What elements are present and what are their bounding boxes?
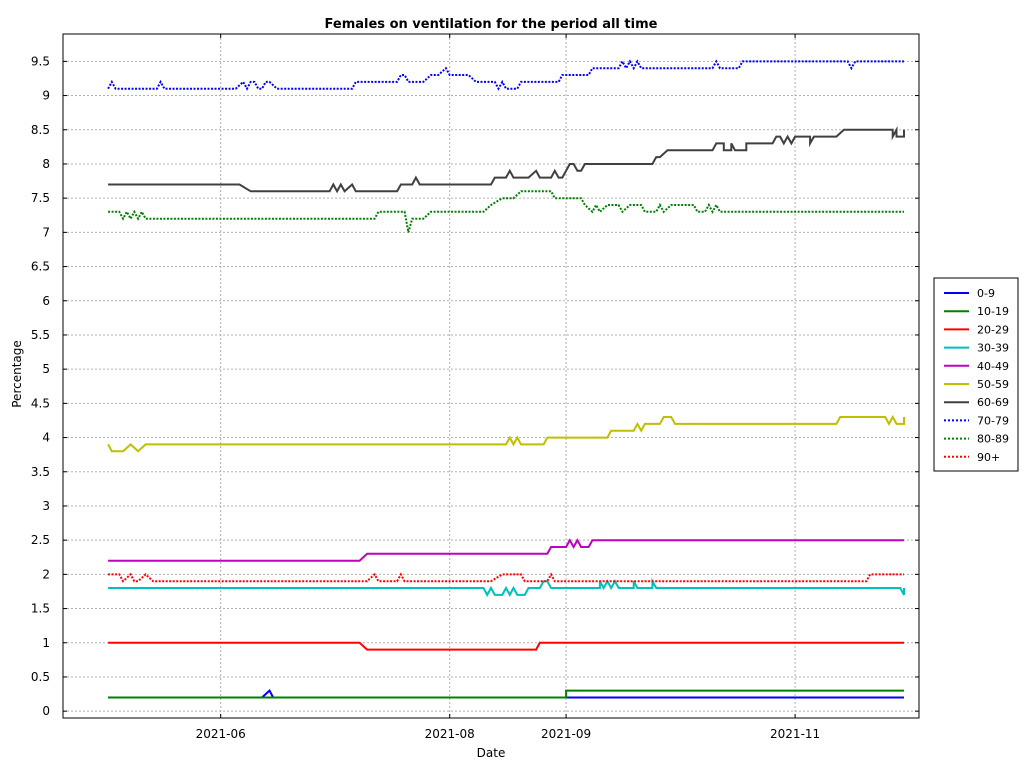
series-line-30-39 (108, 577, 905, 597)
y-tick-label: 0.5 (31, 670, 50, 684)
y-tick-label: 5 (42, 362, 50, 376)
y-tick-label: 0 (42, 704, 50, 718)
series-line-10-19 (108, 689, 904, 699)
x-tick-label: 2021-06 (196, 727, 246, 741)
y-tick-label: 5.5 (31, 328, 50, 342)
x-axis-title: Date (477, 746, 506, 760)
y-tick-label: 1 (42, 636, 50, 650)
series-line-50-59 (107, 414, 905, 453)
y-tick-label: 4 (42, 431, 50, 445)
y-tick-label: 6 (42, 294, 50, 308)
grid (63, 34, 919, 718)
series-line-80-89 (108, 190, 904, 233)
x-tick-label: 2021-09 (541, 727, 591, 741)
x-tick-label: 2021-08 (425, 727, 475, 741)
legend-label: 40-49 (977, 360, 1009, 373)
chart-title: Females on ventilation for the period al… (325, 17, 658, 32)
y-tick-label: 9.5 (31, 54, 50, 68)
x-tick-label: 2021-11 (770, 727, 820, 741)
y-tick-label: 3 (42, 499, 50, 513)
series-line-20-29 (108, 641, 904, 651)
y-tick-label: 4.5 (31, 396, 50, 410)
y-tick-label: 7 (42, 225, 50, 239)
legend-label: 80-89 (977, 433, 1009, 446)
legend-label: 60-69 (977, 396, 1009, 409)
legend-label: 70-79 (977, 414, 1009, 427)
y-tick-label: 6.5 (31, 260, 50, 274)
y-axis-title: Percentage (10, 340, 24, 408)
plot-area-frame (62, 33, 920, 719)
legend-label: 20-29 (977, 323, 1009, 336)
x-axis-ticks: 2021-06 2021-08 2021-09 2021-11 (196, 34, 820, 741)
legend-label: 10-19 (977, 305, 1009, 318)
y-axis-ticks: 0 0.5 1 1.5 2 2.5 3 3.5 4 4.5 5 5.5 6 6.5 7 7.5 8 8.5 9 9.5 (31, 54, 919, 718)
series-lines (107, 59, 905, 699)
y-tick-label: 2.5 (31, 533, 50, 547)
legend-label: 90+ (977, 451, 1000, 464)
y-tick-label: 1.5 (31, 602, 50, 616)
series-line-90plus (108, 572, 904, 583)
y-tick-label: 2 (42, 567, 50, 581)
series-line-60-69 (108, 125, 905, 194)
y-tick-label: 7.5 (31, 191, 50, 205)
y-tick-label: 9 (42, 89, 50, 103)
legend: 0-9 10-19 20-29 30-39 40-49 50-59 60-69 70-79 80… (933, 277, 1019, 472)
legend-label: 50-59 (977, 378, 1009, 391)
series-line-70-79 (107, 59, 904, 91)
series-line-40-49 (108, 538, 904, 562)
series-line-0-9 (108, 688, 904, 699)
y-tick-label: 8 (42, 157, 50, 171)
y-tick-label: 3.5 (31, 465, 50, 479)
legend-label: 30-39 (977, 342, 1009, 355)
y-tick-label: 8.5 (31, 123, 50, 137)
legend-label: 0-9 (977, 287, 995, 300)
